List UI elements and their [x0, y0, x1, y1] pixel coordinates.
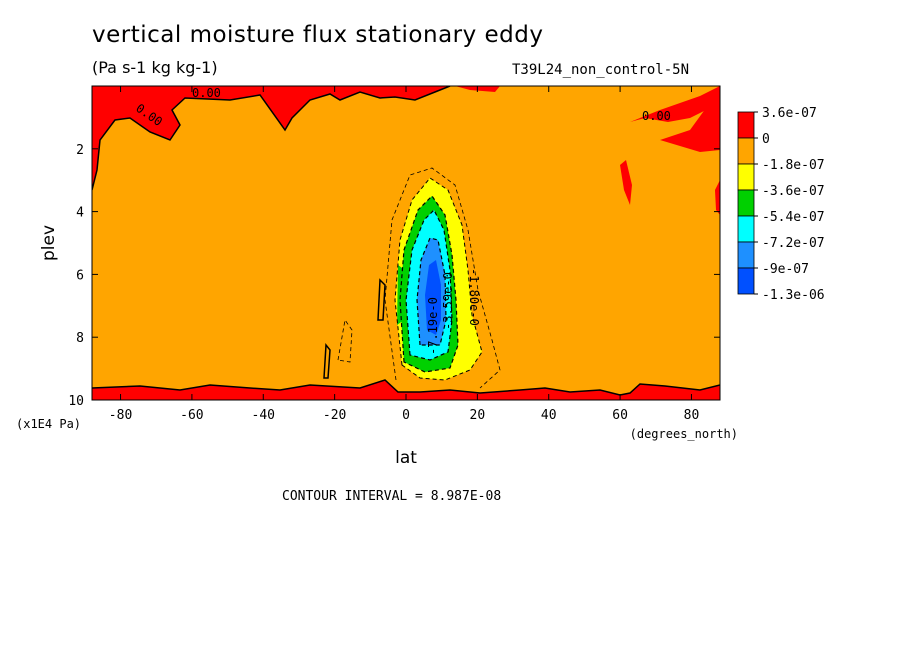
contour-zero-top	[92, 86, 451, 191]
contour-dashed-outer	[384, 167, 501, 389]
x-axis-units: (degrees_north)	[630, 427, 738, 441]
contour-solid-left-patch	[377, 278, 386, 321]
y-tick-label: 6	[76, 268, 84, 283]
x-tick-label: 40	[541, 408, 557, 423]
chart-title: vertical moisture flux stationary eddy	[92, 22, 544, 48]
legend-label: -3.6e-07	[762, 184, 825, 199]
contour-dashed-4	[416, 237, 447, 346]
legend-label: -9e-07	[762, 262, 809, 277]
contour-label: -1.80e-0	[467, 268, 481, 326]
legend-label: 3.6e-07	[762, 106, 817, 121]
contour-label: -3.59e-0	[441, 272, 455, 330]
fill-positive-top-right	[630, 86, 720, 122]
x-axis-label: lat	[395, 448, 417, 468]
legend-swatch	[737, 137, 755, 165]
contour-fills	[92, 86, 720, 400]
fill-positive-patch-right	[620, 160, 632, 205]
legend-swatch	[737, 215, 755, 243]
x-tick-label: 80	[684, 408, 700, 423]
legend-label: -7.2e-07	[762, 236, 825, 251]
contour-dashed-left-patch	[337, 318, 353, 363]
fill-darkblue-core	[425, 260, 441, 335]
contour-label: -7.19e-0	[426, 297, 440, 355]
y-tick-label: 2	[76, 143, 84, 158]
legend-label: -5.4e-07	[762, 210, 825, 225]
y-tick-label: 10	[68, 394, 84, 409]
fill-positive-bottom	[92, 380, 720, 400]
x-tick-label: -40	[252, 408, 275, 423]
fill-positive-patch-edge	[715, 180, 720, 215]
fill-positive-right-edge	[660, 96, 720, 152]
legend-swatch	[737, 163, 755, 191]
contour-lines	[92, 86, 720, 396]
axes: -80 -60 -40 -20 0 20 40 60 80 2 4 6 8 10 lat (degrees_n…	[16, 86, 738, 468]
contour-label: 0.00	[192, 86, 221, 100]
contour-zero-bottom	[92, 379, 720, 396]
contour-solid-left-patch-2	[323, 343, 331, 379]
y-tick-label: 8	[76, 331, 84, 346]
x-tick-label: -80	[109, 408, 132, 423]
legend: 3.6e-07 0 -1.8e-07 -3.6e-07 -5.4e-07 -7.2e-07…	[737, 106, 825, 303]
y-axis-units: (x1E4 Pa)	[16, 417, 81, 431]
x-tick-label: -60	[180, 408, 203, 423]
y-axis-label: plev	[39, 225, 59, 261]
contour-dashed-2	[399, 195, 459, 373]
legend-label: 0	[762, 132, 770, 147]
x-tick-label: 0	[402, 408, 410, 423]
legend-swatch	[737, 111, 755, 139]
legend-swatch	[737, 267, 755, 295]
contour-dashed-3	[405, 208, 453, 361]
contour-interval-label: CONTOUR INTERVAL = 8.987E-08	[282, 489, 502, 504]
legend-label: -1.3e-06	[762, 288, 825, 303]
x-tick-label: -20	[323, 408, 346, 423]
chart-units: (Pa s-1 kg kg-1)	[92, 58, 218, 77]
legend-label: -1.8e-07	[762, 158, 825, 173]
fill-positive-top-left	[92, 86, 450, 190]
x-tick-label: 20	[470, 408, 486, 423]
contour-label: 0.00	[642, 109, 671, 123]
fill-green-patch	[397, 265, 405, 325]
legend-swatch	[737, 241, 755, 269]
y-tick-label: 4	[76, 206, 84, 221]
run-label: T39L24_non_control-5N	[512, 62, 690, 78]
legend-swatch	[737, 189, 755, 217]
contour-dashed-1	[394, 177, 483, 381]
x-tick-label: 60	[612, 408, 628, 423]
